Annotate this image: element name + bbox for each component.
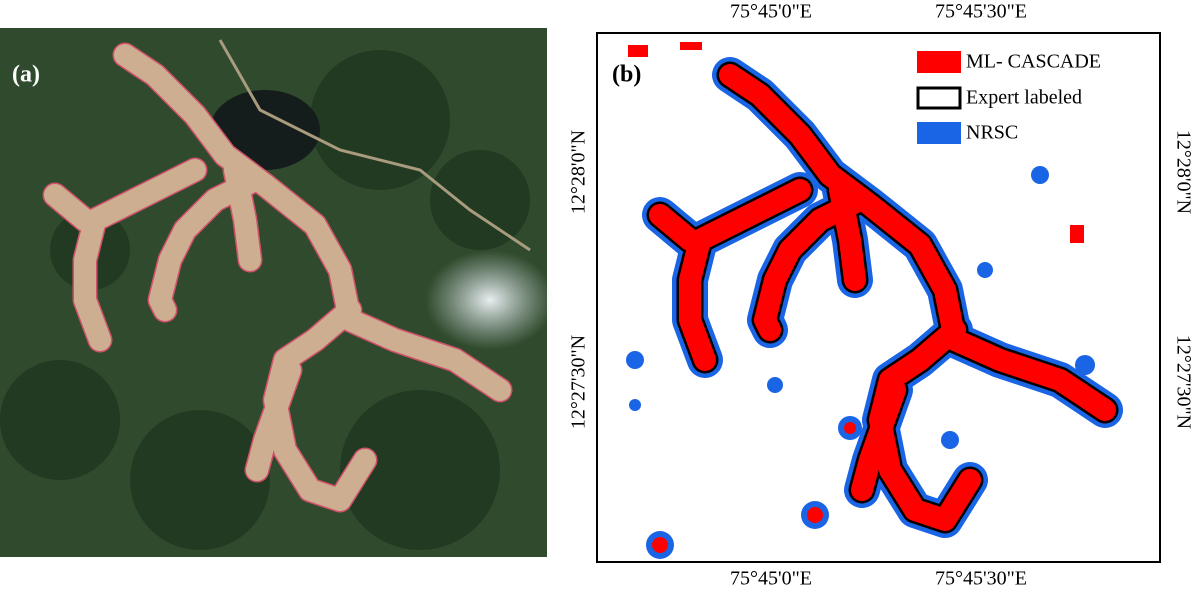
panel-label: (b) xyxy=(612,62,641,88)
legend-label: ML- CASCADE xyxy=(966,51,1101,73)
x-tick-label: 75°45'0"E xyxy=(730,1,812,23)
y-tick-label: 12°28'0"N xyxy=(1172,130,1194,214)
ticks: 75°45'0"E 75°45'30"E 75°45'0"E 75°45'30"… xyxy=(568,1,1195,590)
legend-swatch xyxy=(917,51,961,73)
y-tick-label: 12°27'30"N xyxy=(568,335,590,429)
y-tick-label: 12°27'30"N xyxy=(1172,335,1194,429)
nrsc-patches xyxy=(626,166,1095,559)
legend-label: NRSC xyxy=(966,122,1018,144)
x-tick-label: 75°45'0"E xyxy=(730,568,812,590)
y-tick-label: 12°28'0"N xyxy=(568,130,590,214)
legend-swatch xyxy=(916,86,962,110)
legend-label: Expert labeled xyxy=(966,87,1082,109)
cloud xyxy=(425,250,555,350)
satellite-panel: (a) xyxy=(0,28,555,557)
legend-swatch xyxy=(917,122,961,144)
cascade-patches xyxy=(628,42,1084,553)
x-tick-label: 75°45'30"E xyxy=(935,568,1027,590)
x-tick-label: 75°45'30"E xyxy=(935,1,1027,23)
forest-texture xyxy=(0,50,530,550)
map-panel: (b) ML- CASCADE Expert labeled NRSC 75°4… xyxy=(568,1,1195,590)
legend: ML- CASCADE Expert labeled NRSC xyxy=(916,51,1101,144)
road xyxy=(218,39,531,252)
panel-label: (a) xyxy=(12,62,40,88)
